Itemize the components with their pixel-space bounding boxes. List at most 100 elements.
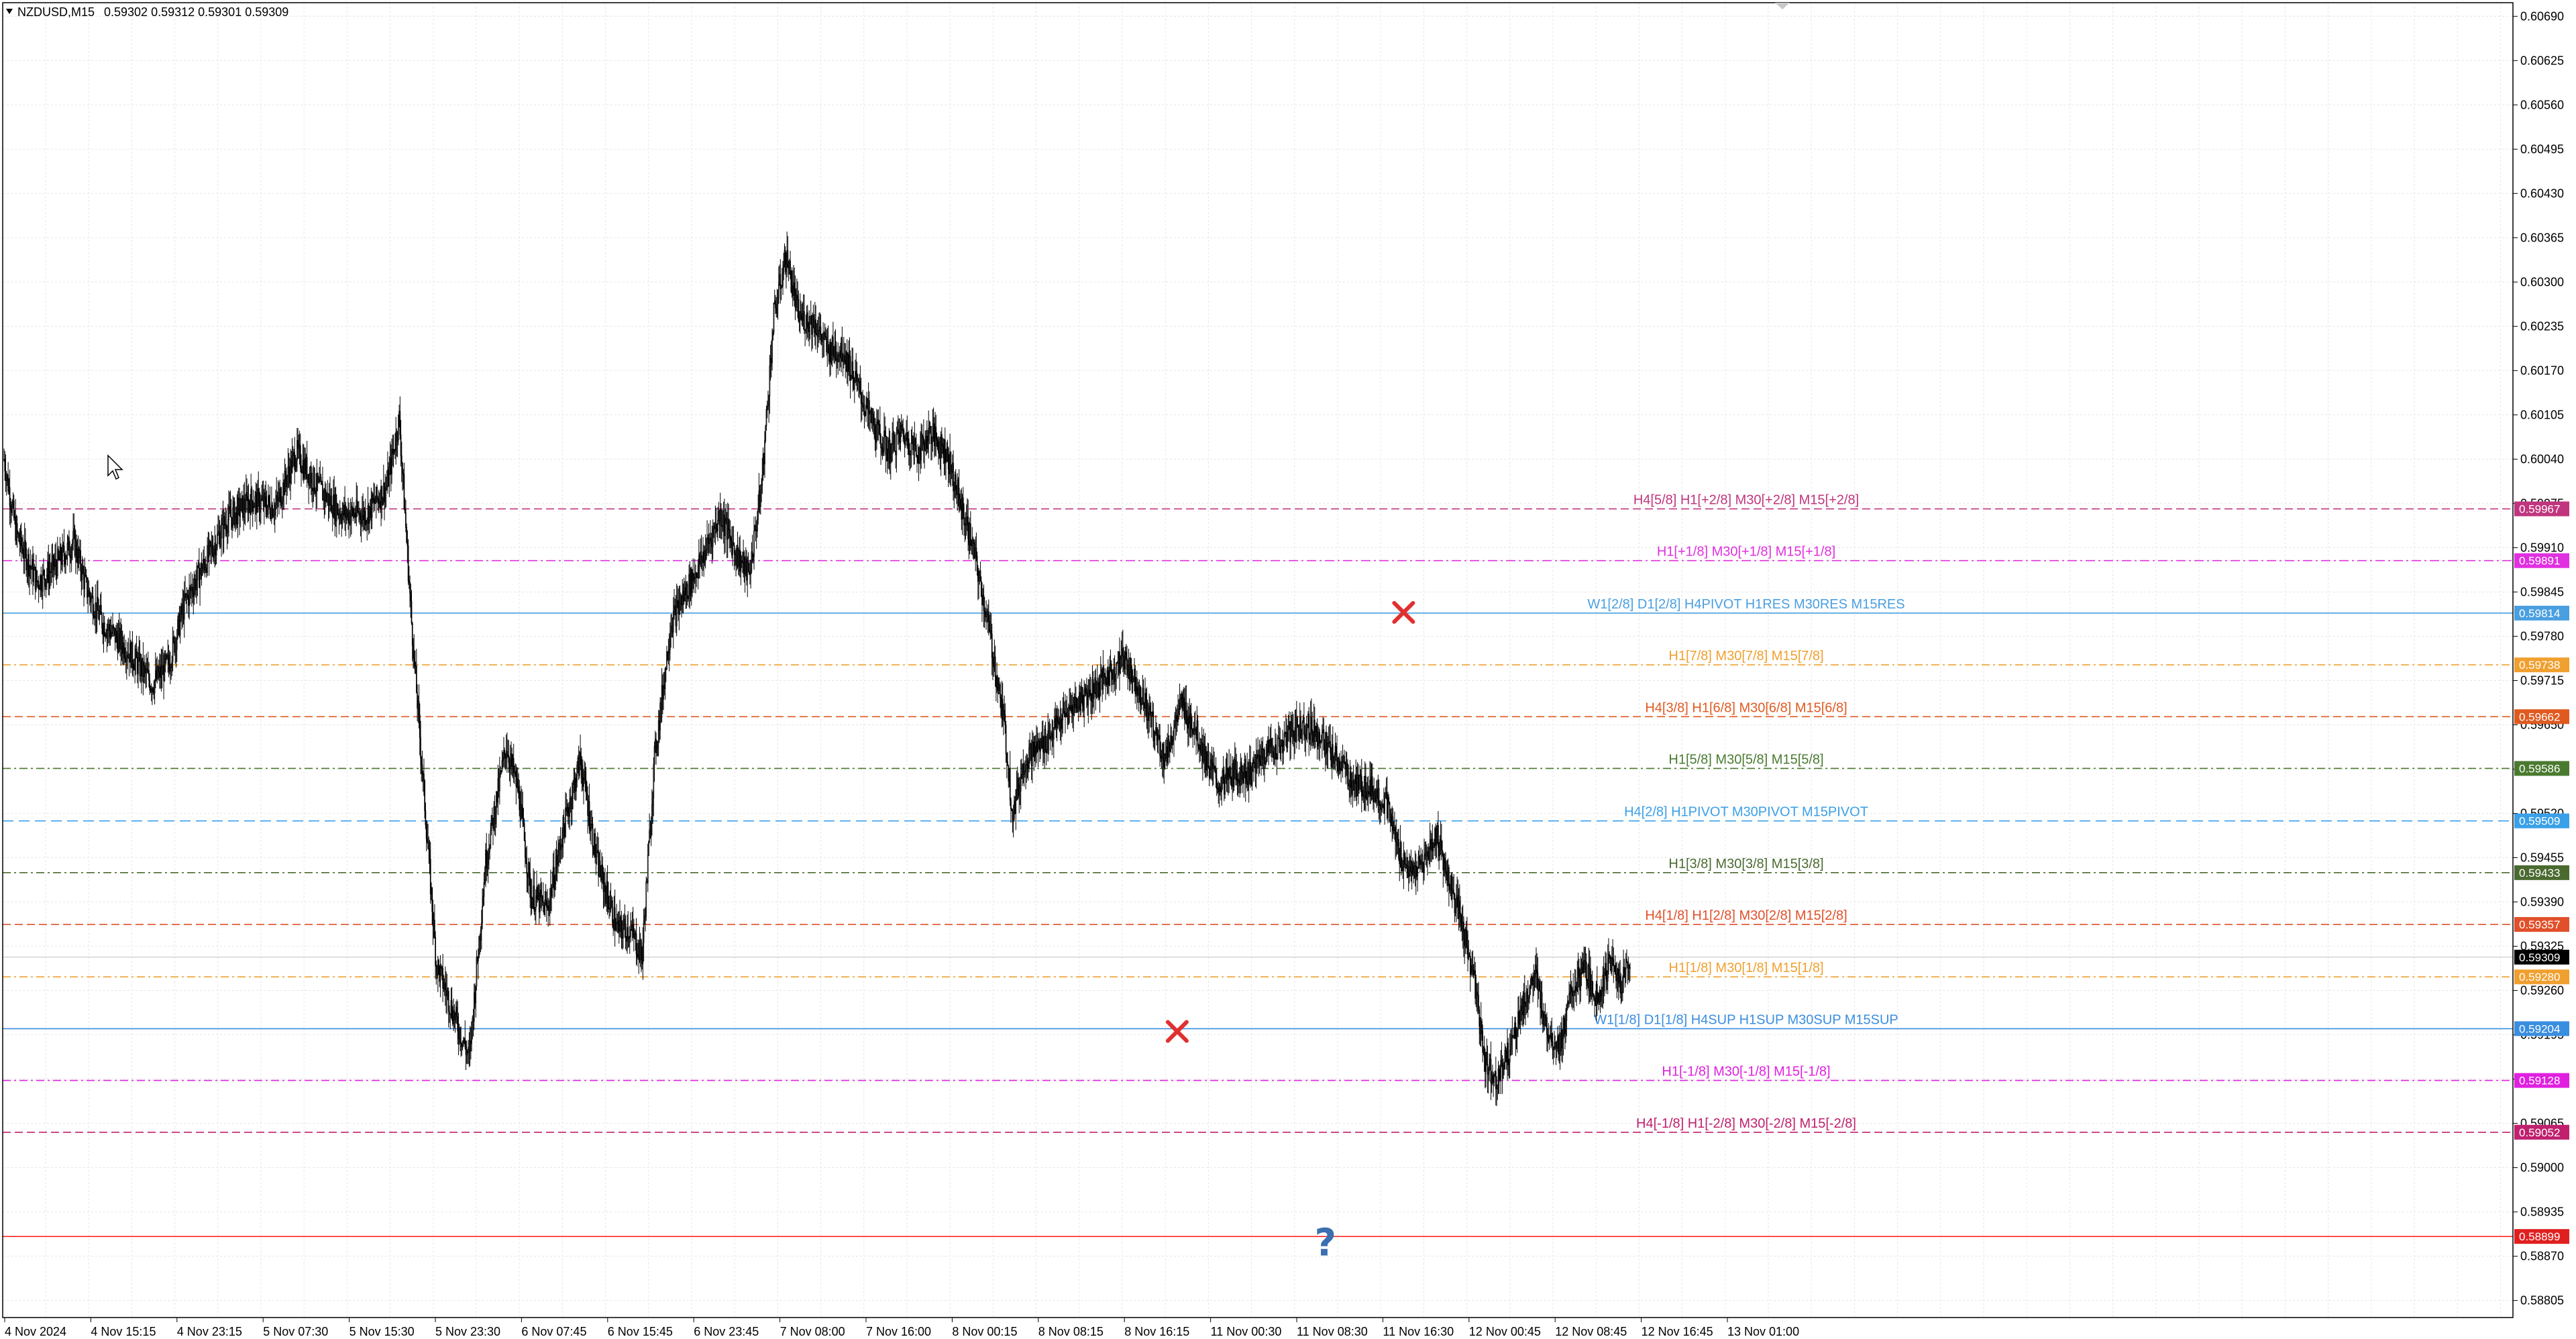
- candle-body: [305, 457, 307, 474]
- candle-body: [113, 628, 115, 629]
- candle-body: [362, 508, 364, 516]
- candle-body: [686, 583, 688, 595]
- candle-body: [1572, 990, 1573, 996]
- candle-body: [482, 896, 484, 907]
- candle-body: [1006, 753, 1008, 763]
- candle-body: [1030, 743, 1032, 745]
- candle-body: [905, 437, 906, 445]
- candle-body: [939, 441, 941, 458]
- candle-body: [127, 653, 129, 657]
- collapse-triangle-icon[interactable]: [6, 9, 13, 14]
- candle-body: [1313, 719, 1315, 743]
- candle-body: [1409, 860, 1411, 868]
- candle-body: [417, 692, 418, 709]
- candle-body: [1446, 873, 1448, 886]
- candle-body: [1240, 761, 1242, 786]
- candle-body: [892, 433, 894, 443]
- candle-body: [1460, 915, 1462, 926]
- candle-body: [545, 900, 547, 902]
- candle-body: [1179, 698, 1181, 710]
- candle-body: [1311, 729, 1313, 733]
- candle-body: [1376, 789, 1377, 802]
- candle-body: [1049, 736, 1051, 740]
- candle-body: [513, 758, 515, 774]
- candle-body: [1421, 862, 1424, 865]
- candle-body: [174, 637, 175, 653]
- candle-body: [786, 250, 788, 264]
- candle-body: [435, 965, 437, 967]
- candle-body: [863, 404, 865, 408]
- candle-body: [1085, 688, 1087, 694]
- candle-body: [62, 545, 64, 547]
- candle-body: [407, 545, 409, 582]
- candle-body: [1383, 804, 1385, 814]
- candle-body: [659, 702, 661, 731]
- candle-body: [680, 595, 682, 610]
- candle-body: [1036, 741, 1037, 755]
- candle-body: [482, 906, 483, 924]
- candle-body: [1279, 746, 1281, 753]
- candle-body: [847, 354, 849, 372]
- candle-body: [347, 510, 349, 524]
- candle-body: [1479, 1009, 1481, 1027]
- candle-body: [1275, 744, 1277, 758]
- candle-body: [1063, 711, 1065, 717]
- candle-body: [1503, 1065, 1505, 1070]
- candle-body: [58, 549, 59, 557]
- candle-body: [1003, 710, 1004, 720]
- candle-body: [28, 553, 30, 577]
- candle-body: [311, 472, 313, 490]
- candle-body: [1287, 740, 1289, 748]
- candle-body: [855, 371, 857, 376]
- candle-body: [690, 568, 692, 596]
- candle-body: [1055, 718, 1057, 728]
- candle-body: [765, 425, 767, 441]
- candle-body: [1093, 692, 1095, 699]
- candle-body: [121, 631, 123, 647]
- candle-body: [1505, 1051, 1507, 1063]
- candle-body: [364, 511, 366, 525]
- candle-body: [743, 552, 745, 575]
- candle-body: [358, 511, 360, 516]
- candle-body: [1525, 991, 1527, 1007]
- candle-body: [1044, 729, 1046, 753]
- candle-body: [91, 596, 93, 598]
- candle-body: [1532, 980, 1534, 985]
- candle-body: [109, 631, 111, 638]
- candle-body: [1018, 785, 1020, 796]
- candle-body: [700, 551, 702, 564]
- candle-body: [1036, 741, 1038, 753]
- shift-marker-icon[interactable]: [1775, 3, 1790, 9]
- candle-body: [820, 327, 822, 335]
- candle-body: [1562, 1018, 1564, 1039]
- candle-body: [1012, 818, 1014, 822]
- candle-body: [1110, 663, 1112, 665]
- candle-body: [502, 757, 504, 761]
- candle-body: [299, 444, 301, 447]
- candle-body: [1124, 665, 1126, 670]
- candle-body: [294, 466, 297, 470]
- candle-body: [1265, 761, 1267, 763]
- candle-body: [140, 659, 142, 676]
- candle-body: [1358, 775, 1360, 790]
- candle-body: [631, 924, 633, 930]
- candle-body: [297, 440, 299, 449]
- y-tick-label: 0.60040: [2520, 452, 2564, 466]
- candle-body: [193, 586, 195, 597]
- candle-body: [742, 561, 743, 564]
- candle-body: [1120, 655, 1122, 660]
- candle-body: [514, 771, 515, 774]
- candle-body: [284, 470, 286, 496]
- x-tick-label: 5 Nov 23:30: [435, 1325, 500, 1338]
- candle-body: [684, 587, 686, 602]
- candle-body: [317, 479, 319, 482]
- candle-body: [174, 641, 176, 653]
- candle-body: [126, 655, 127, 662]
- candle-body: [48, 561, 50, 583]
- candle-body: [672, 625, 674, 633]
- candle-body: [486, 864, 488, 869]
- candle-body: [413, 645, 414, 659]
- candle-body: [1008, 769, 1010, 782]
- candle-body: [1273, 757, 1275, 760]
